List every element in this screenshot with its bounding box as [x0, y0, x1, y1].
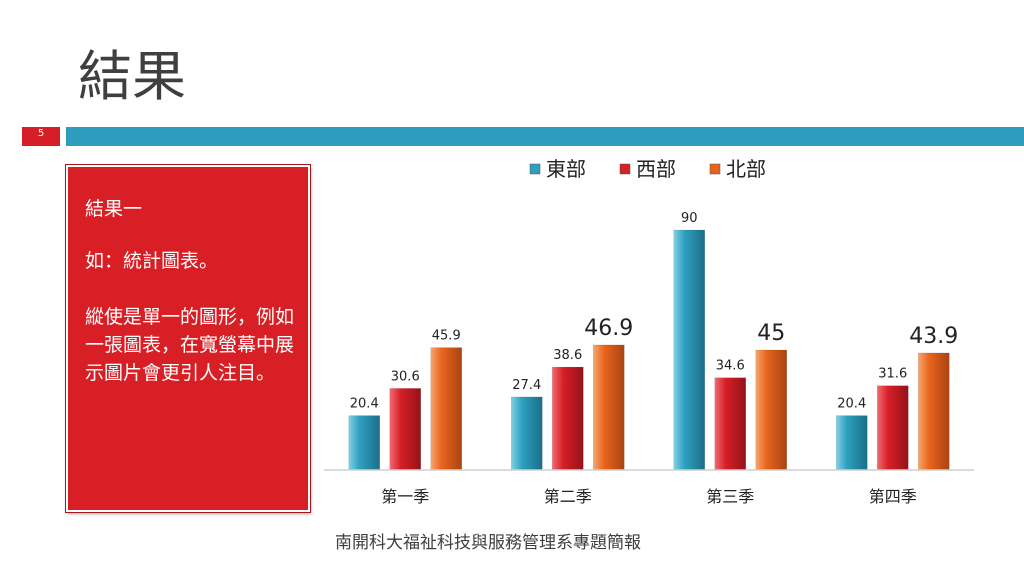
data-label: 31.6 [878, 367, 907, 382]
data-label: 45 [757, 321, 785, 346]
bar-north-q1 [430, 347, 462, 471]
text-box-line: 如：統計圖表。 [85, 250, 219, 272]
text-box-heading: 結果一 [85, 198, 143, 220]
text-box-paragraph: 縱使是單一的圖形，例如一張圖表，在寬螢幕中展示圖片會更引人注目。 [85, 306, 295, 384]
x-tick-label: 第二季 [544, 487, 592, 506]
bar-west-q2 [552, 366, 584, 471]
legend-label-east: 東部 [546, 157, 586, 181]
chart-legend: 東部 西部 北部 [529, 157, 766, 181]
bar-west-q4 [877, 385, 909, 471]
bar-east-q4 [836, 415, 868, 471]
legend-label-north: 北部 [726, 157, 766, 181]
data-label: 43.9 [909, 324, 958, 349]
data-label: 34.6 [716, 359, 745, 374]
data-label: 90 [681, 211, 698, 226]
data-label: 20.4 [350, 397, 379, 412]
page-number-bar [22, 127, 60, 146]
bar-north-q4 [918, 352, 950, 471]
data-label: 46.9 [584, 316, 633, 341]
x-tick-label: 第一季 [381, 487, 429, 506]
legend-swatch-west [619, 163, 631, 175]
data-label: 20.4 [837, 397, 866, 412]
bar-north-q3 [755, 349, 787, 471]
legend-swatch-east [529, 163, 541, 175]
page-number: 5 [37, 128, 45, 139]
bar-west-q3 [714, 377, 746, 471]
header-accent-bar [66, 127, 1024, 146]
data-label: 38.6 [553, 348, 582, 363]
data-label: 45.9 [432, 329, 461, 344]
data-label: 27.4 [512, 378, 541, 393]
legend-swatch-north [709, 163, 721, 175]
bar-east-q3 [673, 229, 705, 471]
data-label: 30.6 [391, 369, 420, 384]
bar-east-q2 [511, 396, 543, 471]
text-box: 結果一 如：統計圖表。 縱使是單一的圖形，例如一張圖表，在寬螢幕中展示圖片會更引… [66, 165, 310, 512]
bar-west-q1 [389, 388, 421, 471]
slide-footer: 南開科大福祉科技與服務管理系專題簡報 [335, 533, 641, 553]
bar-east-q1 [348, 415, 380, 471]
legend-label-west: 西部 [636, 157, 676, 181]
slide-title: 結果 [78, 45, 186, 108]
bar-chart: 東部 西部 北部 20.4 30.6 45.9 27.4 38.646.9 90 34.6 45 2… [324, 157, 974, 506]
x-tick-label: 第四季 [869, 487, 917, 506]
x-tick-label: 第三季 [706, 487, 754, 506]
bar-north-q2 [593, 344, 625, 471]
